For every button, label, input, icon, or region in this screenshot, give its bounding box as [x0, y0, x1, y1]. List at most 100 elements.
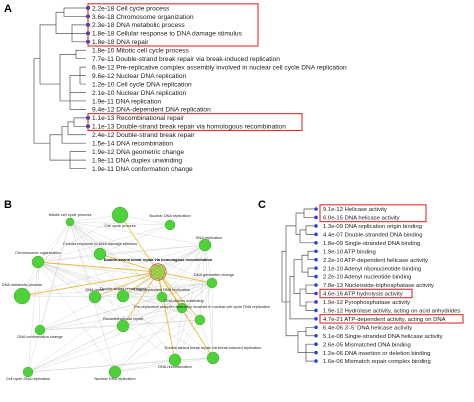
- panel-a-term-label: 9.6e-12 Nuclear DNA replication: [92, 73, 187, 80]
- network-edge: [119, 214, 171, 226]
- network-edge: [199, 244, 206, 321]
- network-edge: [37, 261, 163, 298]
- panel-a-term-label: 1.9e-11 DNA replication: [92, 98, 161, 105]
- panel-a-term-label: 2.1e-10 Nuclear DNA replication: [92, 90, 187, 97]
- network-edge: [69, 221, 214, 359]
- network-node: [156, 291, 168, 303]
- network-node: [65, 217, 75, 227]
- network-edge: [199, 319, 214, 359]
- network-edge: [37, 221, 71, 263]
- network-node: [206, 351, 220, 365]
- network-edge: [69, 221, 101, 255]
- network-edge: [69, 221, 163, 298]
- panel-a-dendrogram: 2.2e-18 Cell cycle process 3.6e-18 Chromo…: [33, 3, 347, 173]
- network-edge: [114, 244, 206, 373]
- network-edge: [69, 221, 124, 327]
- network-edge: [21, 282, 213, 297]
- network-edge-highlight: [157, 271, 214, 359]
- panel-c-term-label: 2.6e-05 Mismatched DNA binding: [323, 342, 411, 348]
- network-node: [88, 290, 102, 304]
- panel-a-term-label: 2.4e-12 Double-strand break repair: [92, 132, 195, 139]
- panel-c-letter: C: [258, 199, 266, 211]
- network-node: [111, 206, 129, 224]
- panel-c-term-label: 2.2e-10 ATP-dependent helicase activity: [323, 258, 428, 264]
- network-edge: [174, 357, 214, 361]
- network-node: [22, 366, 34, 378]
- leaf-dot: [314, 257, 318, 262]
- panel-c-highlight-box-helicase: [319, 204, 427, 223]
- network-edge: [181, 244, 206, 309]
- network-edge-highlight: [122, 271, 159, 327]
- panel-a-term-label: 9.4e-12 DNA-dependent DNA replication: [92, 107, 211, 114]
- network-edge: [114, 282, 213, 373]
- network-edge-highlight: [157, 271, 201, 321]
- network-node-label: DNA replication: [196, 235, 223, 240]
- panel-c-tree-branches: [281, 208, 314, 362]
- panel-c-term-label: 2.2e-10 Adenyl nucleotide binding: [323, 275, 411, 281]
- network-edge: [114, 359, 176, 373]
- network-edge: [37, 261, 124, 327]
- network-edge: [27, 325, 124, 373]
- network-node-label: Mitotic cell cycle process: [49, 212, 92, 217]
- network-edge-highlight: [37, 261, 159, 273]
- panel-c-term-label: 1.3e-09 DNA replication origin binding: [323, 224, 422, 230]
- network-edge: [27, 357, 214, 373]
- network-node-label: DNA metabolic process: [2, 282, 42, 287]
- network-node: [31, 255, 45, 269]
- leaf-dot: [314, 274, 318, 279]
- panel-a-term-label: 1.5e-14 DNA recombination: [92, 141, 173, 148]
- network-node: [150, 264, 166, 280]
- network-edge: [27, 244, 206, 373]
- network-edge: [122, 282, 213, 297]
- network-node: [93, 247, 107, 261]
- panel-c-term-label: 1.2e-06 DNA insertion or deletion bindin…: [323, 351, 430, 357]
- network-edge: [204, 244, 214, 359]
- panel-c-term-label: 1.9e-12 Pyrophosphatase activity: [323, 300, 410, 306]
- network-node: [168, 353, 182, 367]
- network-edge: [69, 221, 159, 273]
- network-edge: [174, 244, 206, 361]
- panel-a-highlight-box-top: [87, 3, 259, 47]
- network-edge: [114, 357, 214, 373]
- network-edge: [114, 307, 183, 373]
- network-node-label: DNA-dependent DNA replication: [134, 287, 190, 292]
- network-edge: [181, 282, 213, 309]
- network-node-label: DNA repair: [85, 287, 105, 292]
- panel-b-network: Mitotic cell cycle process Cell cycle pro…: [2, 206, 270, 381]
- panel-c-highlight-box-atp-dependent: [319, 314, 464, 324]
- network-node: [206, 277, 218, 289]
- network-node-label: Nuclear DNA replication: [149, 213, 190, 218]
- network-edge: [69, 221, 171, 226]
- network-edge-highlight: [119, 214, 159, 273]
- panel-a-term-label: 1.1e-13 Double-strand break repair via h…: [92, 124, 286, 131]
- network-edge: [174, 307, 183, 361]
- network-edge: [174, 282, 213, 361]
- panel-a-term-label: 1.8e-10 Mitotic cell cycle process: [92, 48, 189, 55]
- network-edge: [122, 244, 206, 327]
- network-node-label: Double-strand break repair via break-ind…: [165, 345, 262, 350]
- panel-c-term-label: 7.8e-13 Nucleoside-triphosphatase activi…: [323, 283, 434, 289]
- network-node: [108, 365, 122, 379]
- network-edge: [27, 307, 183, 373]
- network-node-label: Double-strand break repair: [100, 286, 147, 291]
- panel-c-term-label: 1.8e-09 Single-stranded DNA binding: [323, 241, 420, 247]
- network-node: [164, 219, 176, 231]
- network-edge: [37, 214, 121, 263]
- network-node-label: Cell cycle process: [104, 223, 135, 228]
- leaf-dot: [314, 207, 318, 211]
- network-edge: [21, 221, 71, 297]
- panel-c-term-label: 2.1e-10 Adenyl ribonucleotide binding: [323, 266, 421, 272]
- panel-a-term-label: 3.6e-18 Chromosome organization: [92, 14, 194, 21]
- network-edge: [204, 244, 213, 284]
- panel-c-term-label: 4.7e-21 ATP-dependent activity, acting o…: [323, 317, 446, 323]
- network-edge: [99, 244, 206, 255]
- panel-c-dendrogram: 9.1e-12 Helicase activity 6.0e-15 DNA hel…: [281, 204, 464, 365]
- network-node: [116, 289, 130, 303]
- network-edge: [94, 282, 213, 298]
- network-edge: [114, 319, 201, 373]
- panel-a-term-label: 6.9e-12 Pre-replicative complex assembly…: [92, 64, 347, 71]
- panel-c-term-label: 1.6e-06 Mismatch repair complex binding: [323, 359, 431, 365]
- network-edge: [39, 296, 163, 331]
- network-edge: [211, 282, 214, 359]
